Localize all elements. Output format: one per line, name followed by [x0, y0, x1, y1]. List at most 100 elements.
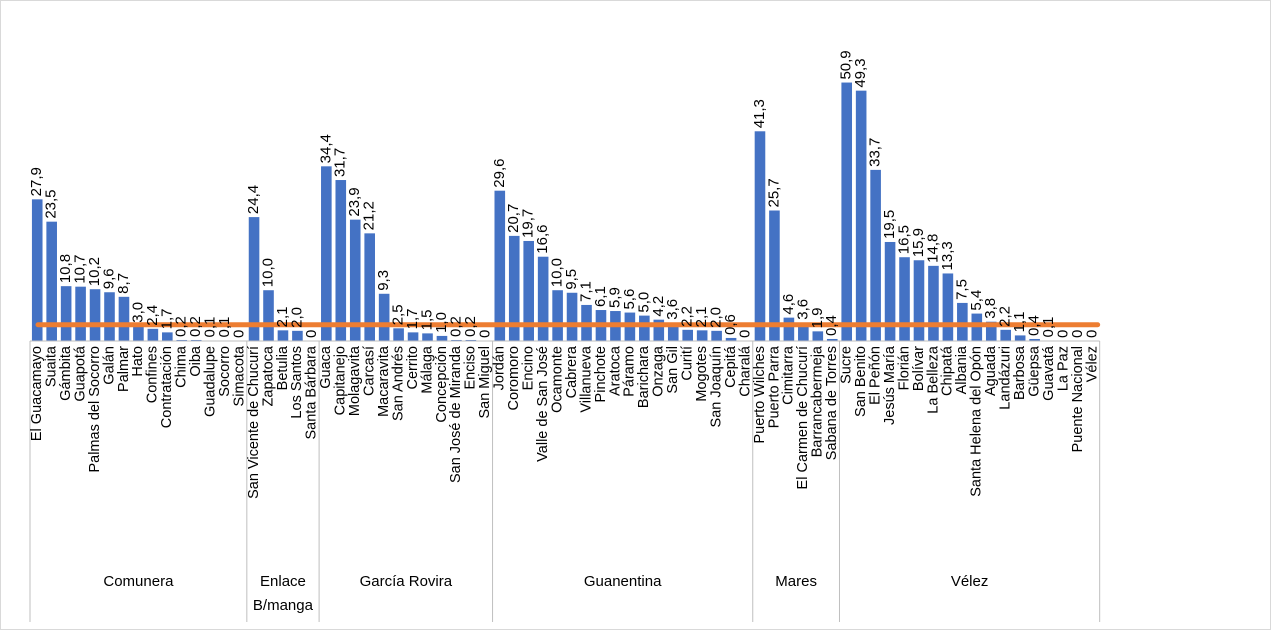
- category-label: Capitanejo: [333, 346, 349, 415]
- category-label: Santa Helena del Opón: [969, 346, 985, 497]
- value-label: 49,3: [852, 58, 869, 87]
- bar-v-lez-5: [913, 260, 925, 341]
- bar-guanentina-10: [639, 315, 650, 341]
- value-label: 29,6: [491, 158, 508, 187]
- bar-v-lez-6: [928, 265, 939, 341]
- category-label: Betulia: [275, 345, 291, 390]
- category-label: Landázuri: [998, 346, 1014, 410]
- value-label: 2,2: [997, 306, 1014, 327]
- category-label: Encino: [521, 346, 537, 390]
- value-label: 7,1: [577, 281, 594, 302]
- category-label: Bolívar: [911, 346, 927, 391]
- bar-v-lez-7: [942, 273, 954, 341]
- value-label: 1,5: [418, 310, 435, 331]
- bar-guanentina-16: [725, 337, 737, 341]
- value-label: 0: [476, 330, 493, 338]
- category-label: Puente Nacional: [1070, 346, 1086, 452]
- bar-guanentina-0: [494, 190, 506, 341]
- value-label: 23,9: [346, 187, 363, 216]
- value-label: 7,5: [953, 279, 970, 300]
- value-label: 0,2: [187, 316, 204, 337]
- bar-v-lez-12: [1014, 335, 1026, 341]
- category-label: Cabrera: [564, 345, 580, 398]
- category-label: Suaita: [44, 345, 60, 387]
- value-label: 25,7: [765, 178, 782, 207]
- category-label: Jordán: [492, 346, 508, 390]
- value-label: 0,6: [722, 314, 739, 335]
- bar-comunera-1: [46, 221, 57, 341]
- category-label: El Guacamayo: [29, 346, 45, 441]
- value-label: 10,0: [549, 258, 566, 287]
- category-label: Onzaga: [651, 345, 667, 397]
- category-label: Concepción: [434, 346, 450, 423]
- value-label: 6,1: [592, 286, 609, 307]
- value-label: 19,5: [881, 210, 898, 239]
- value-label: 50,9: [838, 50, 855, 79]
- bar-garc-a-rovira-2: [349, 219, 361, 341]
- bar-comunera-2: [60, 286, 72, 341]
- category-label: El Carmen de Chucurí: [795, 346, 811, 489]
- value-label: 15,9: [910, 228, 927, 257]
- category-label: San Miguel: [477, 346, 493, 419]
- category-label: Hato: [130, 346, 146, 377]
- bar-enlace-b-manga-2: [277, 330, 289, 341]
- value-label: 9,3: [375, 270, 392, 291]
- bar-mares-0: [754, 131, 766, 341]
- value-label: 9,5: [563, 269, 580, 290]
- bar-mares-4: [812, 331, 824, 341]
- bar-v-lez-8: [957, 302, 968, 341]
- value-label: 0,4: [823, 315, 840, 336]
- value-label: 2,1: [274, 306, 291, 327]
- category-label: Chipatá: [940, 345, 956, 396]
- value-label: 0: [1069, 330, 1086, 338]
- category-label: Guapotá: [72, 345, 88, 402]
- bar-v-lez-9: [971, 313, 983, 341]
- category-label: Galán: [101, 346, 117, 385]
- value-label: 13,3: [939, 241, 956, 270]
- bar-guanentina-12: [667, 322, 679, 341]
- value-label: 1,7: [158, 309, 175, 330]
- bar-v-lez-13: [1029, 338, 1040, 341]
- category-label: Palmas del Socorro: [87, 346, 103, 473]
- bar-v-lez-1: [855, 90, 867, 341]
- category-label: Chima: [174, 345, 190, 388]
- value-label: 14,8: [924, 234, 941, 263]
- bar-comunera-3: [75, 286, 86, 341]
- value-label: 20,7: [505, 204, 522, 233]
- category-label: Florián: [896, 346, 912, 390]
- bar-garc-a-rovira-7: [422, 333, 433, 341]
- value-label: 0: [736, 330, 753, 338]
- bar-v-lez-11: [1000, 329, 1012, 341]
- value-label: 10,8: [57, 254, 74, 283]
- value-label: 24,4: [245, 185, 262, 214]
- value-label: 5,4: [968, 290, 985, 311]
- value-label: 3,8: [982, 298, 999, 319]
- bar-v-lez-2: [870, 169, 881, 341]
- category-label: San Andrés: [390, 346, 406, 421]
- value-label: 10,7: [72, 254, 89, 283]
- bar-guanentina-13: [682, 329, 693, 341]
- category-label: Málaga: [419, 345, 435, 393]
- category-label: Ocamonte: [549, 346, 565, 413]
- bar-v-lez-4: [899, 257, 910, 341]
- bar-mares-3: [798, 322, 809, 341]
- bar-guanentina-14: [696, 330, 708, 341]
- value-labels-layer: 27,923,510,810,710,29,68,73,02,41,70,20,…: [28, 50, 1100, 338]
- bar-enlace-b-manga-1: [263, 290, 274, 341]
- category-label: Guaca: [318, 345, 334, 389]
- category-label: Simacota: [231, 345, 247, 406]
- category-label: El Peñón: [867, 346, 883, 405]
- bar-v-lez-0: [841, 82, 853, 341]
- value-label: 10,0: [259, 258, 276, 287]
- bar-comunera-8: [147, 328, 159, 341]
- value-label: 0: [231, 330, 248, 338]
- category-label: Zapatoca: [260, 345, 276, 406]
- category-label: Santa Bárbara: [304, 345, 320, 439]
- value-label: 3,6: [794, 299, 811, 320]
- category-label: Barrancabermeja: [810, 345, 826, 457]
- category-label: San Joaquín: [708, 346, 724, 427]
- bar-guanentina-15: [711, 330, 722, 341]
- group-label: Comunera: [103, 573, 174, 590]
- category-label: Los Santos: [289, 346, 305, 419]
- category-label: Gámbita: [58, 345, 74, 401]
